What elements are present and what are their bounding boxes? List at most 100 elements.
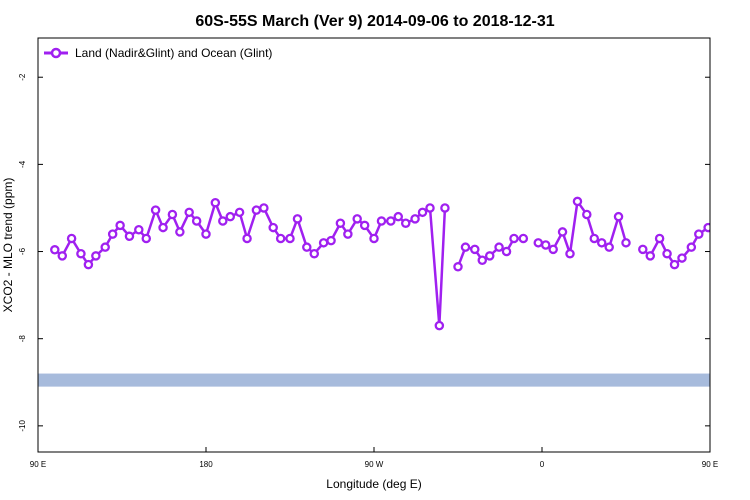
legend-marker-swatch <box>50 47 62 59</box>
data-point <box>302 242 312 252</box>
data-point <box>124 231 135 242</box>
data-point <box>107 229 118 239</box>
data-point <box>494 242 504 252</box>
x-axis-label: Longitude (deg E) <box>326 477 421 491</box>
data-point <box>484 251 495 261</box>
band-layer <box>38 373 710 387</box>
data-point <box>417 207 428 218</box>
data-point <box>150 205 161 215</box>
data-point <box>141 233 152 244</box>
data-point <box>518 233 529 244</box>
data-point <box>100 242 110 252</box>
data-point <box>50 245 60 255</box>
data-point <box>57 251 68 261</box>
data-point <box>91 251 101 261</box>
data-point <box>565 248 575 259</box>
x-tick-label: 90 E <box>702 460 718 469</box>
data-point <box>318 238 329 248</box>
data-point <box>386 216 396 226</box>
chart-title: 60S-55S March (Ver 9) 2014-09-06 to 2018… <box>195 13 554 30</box>
data-point <box>686 242 697 252</box>
data-point <box>604 242 614 252</box>
data-point <box>501 246 512 257</box>
data-point <box>66 233 77 244</box>
data-point <box>453 262 463 272</box>
y-tick-label: -10 <box>18 420 27 432</box>
data-point <box>83 259 94 270</box>
x-tick-label: 180 <box>199 460 213 469</box>
legend-label: Land (Nadir&Glint) and Ocean (Glint) <box>75 46 272 60</box>
data-point <box>242 233 252 244</box>
x-axis-ticks: 90 E 180 90 W 0 90 E <box>30 447 718 469</box>
data-point <box>662 248 672 259</box>
data-point <box>210 197 221 208</box>
data-point <box>582 209 592 220</box>
data-point <box>477 255 488 266</box>
data-point <box>343 229 353 239</box>
data-point <box>694 229 704 239</box>
y-tick-label: -2 <box>18 73 27 81</box>
data-point <box>369 233 379 244</box>
data-point <box>158 222 168 233</box>
data-point <box>259 203 269 213</box>
data-point <box>400 218 411 228</box>
data-point <box>76 248 86 259</box>
data-point <box>613 211 624 222</box>
x-tick-label: 0 <box>540 460 545 469</box>
data-point <box>184 207 194 218</box>
data-point <box>509 233 519 244</box>
data-point <box>268 222 278 233</box>
data-point <box>425 203 435 213</box>
x-tick-label: 90 W <box>365 460 384 469</box>
data-point <box>134 224 144 235</box>
data-point <box>589 233 600 244</box>
data-point <box>572 196 583 207</box>
data-point <box>359 220 370 231</box>
data-point <box>548 244 558 255</box>
data-point <box>191 216 202 226</box>
data-point <box>234 207 245 218</box>
data-point <box>460 242 471 252</box>
y-tick-label: -4 <box>18 160 27 168</box>
y-axis-label: XCO2 - MLO trend (ppm) <box>1 178 15 313</box>
data-point <box>596 238 607 248</box>
data-point <box>669 259 680 270</box>
data-point <box>292 214 303 224</box>
data-point <box>218 216 228 226</box>
data-point <box>440 203 450 213</box>
data-point <box>352 214 362 224</box>
y-tick-label: -6 <box>18 247 27 255</box>
data-point <box>285 233 295 244</box>
y-axis-ticks: -2 -4 -6 -8 -10 <box>18 73 710 432</box>
data-point <box>175 227 185 237</box>
data-point <box>275 233 286 244</box>
data-point <box>410 214 420 224</box>
data-point <box>533 238 544 248</box>
y-tick-label: -8 <box>18 335 27 343</box>
data-point <box>393 211 404 222</box>
series-0 <box>50 196 710 331</box>
data-point <box>251 205 262 215</box>
data-point <box>645 251 656 261</box>
data-point <box>115 220 125 231</box>
reference-band <box>38 373 710 387</box>
data-point <box>470 244 480 255</box>
data-point <box>703 222 710 233</box>
data-point <box>434 320 445 331</box>
data-point <box>677 253 687 263</box>
data-point <box>167 209 178 220</box>
data-point <box>557 227 568 237</box>
data-point <box>654 233 665 244</box>
data-point <box>335 218 346 228</box>
data-point <box>638 244 648 255</box>
data-point <box>376 216 387 226</box>
x-tick-label: 90 E <box>30 460 46 469</box>
data-point <box>225 211 236 222</box>
data-point <box>540 240 551 250</box>
legend: Land (Nadir&Glint) and Ocean (Glint) <box>44 46 272 60</box>
series-layer <box>50 196 710 331</box>
data-point <box>326 235 336 246</box>
data-point <box>621 238 631 248</box>
